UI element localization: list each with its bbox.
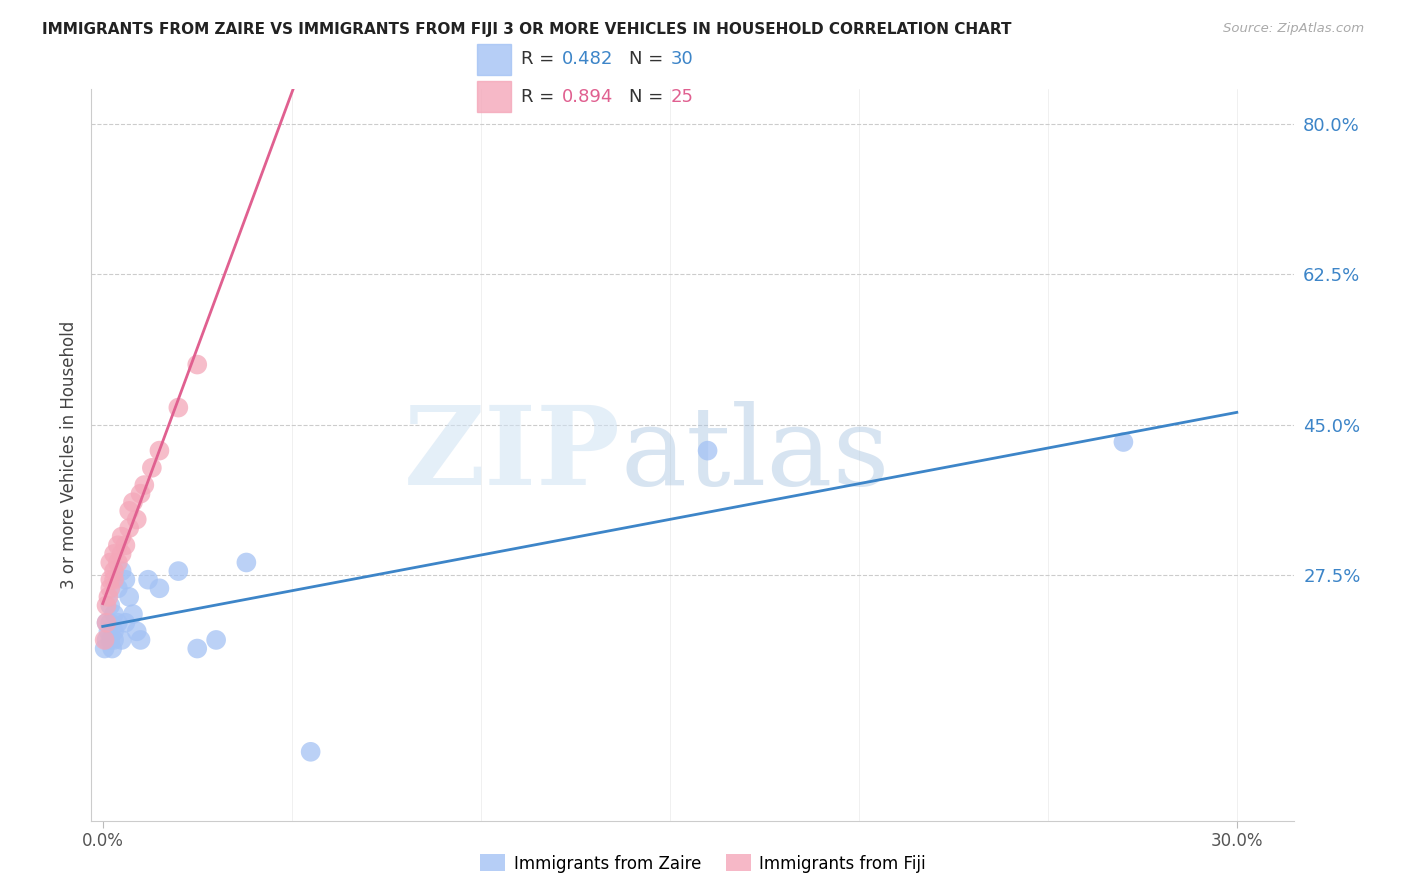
Text: N =: N = [628, 51, 669, 69]
Point [118, 504, 141, 518]
Point [96, 615, 118, 630]
Point [148, 443, 170, 458]
Text: ZIP: ZIP [404, 401, 620, 508]
Point [96, 615, 118, 630]
Point [98, 573, 121, 587]
Text: Source: ZipAtlas.com: Source: ZipAtlas.com [1223, 22, 1364, 36]
Text: IMMIGRANTS FROM ZAIRE VS IMMIGRANTS FROM FIJI 3 OR MORE VEHICLES IN HOUSEHOLD CO: IMMIGRANTS FROM ZAIRE VS IMMIGRANTS FROM… [42, 22, 1012, 37]
Point [1112, 435, 1135, 450]
Point [118, 590, 141, 604]
Point [96, 599, 118, 613]
Point [111, 632, 134, 647]
Point [114, 615, 136, 630]
Point [93, 632, 115, 647]
Point [103, 607, 125, 621]
Point [299, 745, 322, 759]
Point [111, 564, 134, 578]
Text: atlas: atlas [620, 401, 890, 508]
Point [129, 632, 152, 647]
Point [167, 564, 190, 578]
Point [103, 624, 125, 639]
Point [167, 401, 190, 415]
Point [111, 530, 134, 544]
Point [101, 641, 124, 656]
Text: 30: 30 [671, 51, 693, 69]
Point [136, 573, 159, 587]
Bar [477, 44, 512, 75]
Point [103, 564, 125, 578]
Point [696, 443, 718, 458]
Point [93, 641, 115, 656]
Point [107, 582, 129, 596]
Point [114, 538, 136, 552]
Point [235, 556, 257, 570]
Point [98, 632, 121, 647]
Point [97, 590, 120, 604]
Point [186, 358, 208, 372]
Point [96, 632, 118, 647]
Point [107, 615, 129, 630]
Point [122, 495, 145, 509]
Text: 25: 25 [671, 87, 693, 105]
Text: 0.482: 0.482 [562, 51, 613, 69]
Point [134, 478, 156, 492]
Point [103, 632, 125, 647]
Point [107, 556, 129, 570]
Point [98, 615, 121, 630]
Point [114, 573, 136, 587]
Point [125, 624, 148, 639]
Bar [477, 81, 512, 112]
Point [107, 538, 129, 552]
Y-axis label: 3 or more Vehicles in Household: 3 or more Vehicles in Household [59, 321, 77, 589]
Point [97, 624, 120, 639]
Point [125, 512, 148, 526]
Point [186, 641, 208, 656]
Point [205, 632, 228, 647]
Text: 0.894: 0.894 [562, 87, 613, 105]
Legend: Immigrants from Zaire, Immigrants from Fiji: Immigrants from Zaire, Immigrants from F… [474, 847, 932, 880]
Point [98, 582, 121, 596]
Text: N =: N = [628, 87, 669, 105]
Point [98, 599, 121, 613]
Text: R =: R = [520, 87, 560, 105]
Text: R =: R = [520, 51, 560, 69]
Point [98, 556, 121, 570]
Point [122, 607, 145, 621]
Point [141, 460, 163, 475]
Point [129, 486, 152, 500]
Point [103, 573, 125, 587]
Point [111, 547, 134, 561]
Point [118, 521, 141, 535]
Point [148, 582, 170, 596]
Point [103, 547, 125, 561]
